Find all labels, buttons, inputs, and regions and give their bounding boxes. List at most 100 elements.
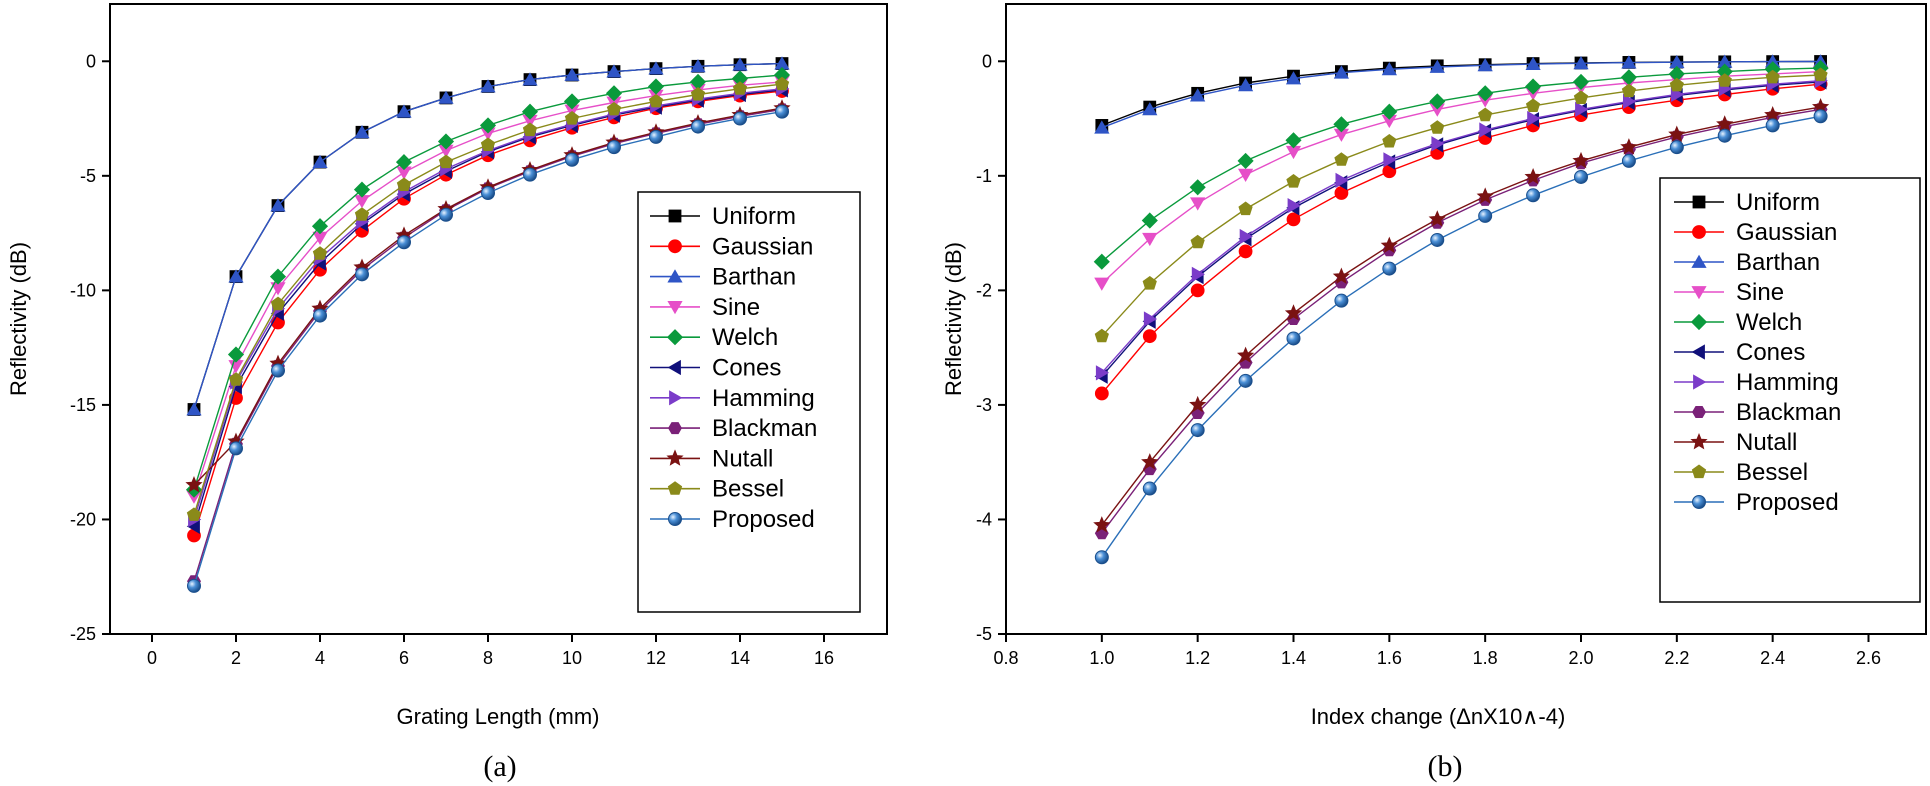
series-line-barthan	[1101, 60, 1821, 129]
x-tick-label: 2	[231, 648, 241, 668]
x-tick-label: 0.8	[993, 648, 1018, 668]
legend-a: Uniform Gaussian Barthan Sine Welch Cones Hamm…	[637, 191, 861, 613]
chart-panel-b: 0.8 1.0 1.2 1.4 1.6 1.8 2.0 2.2 2.4 2.6 -5 -4 -3 -2 -1…	[941, 3, 1927, 783]
data-point-bessel	[1478, 107, 1493, 122]
legend-item-barthan: Barthan	[1674, 249, 1820, 276]
data-point-bessel	[522, 122, 538, 137]
data-point-barthan	[1238, 77, 1254, 92]
data-point-bessel	[1238, 201, 1253, 216]
legend-item-welch: Welch	[1674, 309, 1802, 336]
x-tick-label: 1.2	[1185, 648, 1210, 668]
axis-ticks-a: 0 2 4 6 8 10 12 14 16 -25 -20 -15 -10 -5 0	[70, 51, 834, 668]
x-tick-label: 16	[814, 648, 834, 668]
data-point-bessel	[732, 81, 748, 95]
data-point-welch	[1525, 78, 1542, 95]
data-point-welch	[1429, 93, 1446, 110]
data-point-proposed	[1142, 481, 1157, 496]
data-point-proposed	[1717, 128, 1732, 143]
legend-marker-welch	[1690, 313, 1708, 331]
data-point-hamming	[1335, 172, 1349, 188]
data-point-proposed	[1813, 109, 1828, 124]
y-tick-label: -1	[976, 166, 992, 186]
legend-marker-uniform	[1692, 195, 1706, 209]
y-tick-label: 0	[982, 51, 992, 71]
data-point-barthan	[1094, 120, 1110, 134]
data-point-barthan	[1477, 58, 1493, 72]
legend-item-bessel: Bessel	[1674, 459, 1808, 486]
data-point-proposed	[523, 167, 537, 182]
data-point-nutall	[1237, 346, 1255, 363]
legend-box-b	[1659, 177, 1921, 603]
data-point-hamming	[1623, 93, 1637, 109]
y-tick-label: -25	[70, 624, 96, 644]
data-point-bessel	[1765, 69, 1780, 84]
data-point-barthan	[1142, 102, 1158, 116]
data-point-barthan	[312, 154, 328, 169]
data-point-bessel	[396, 177, 412, 192]
data-point-proposed	[1190, 423, 1205, 438]
data-point-welch	[269, 268, 287, 285]
series-hamming	[1095, 73, 1828, 381]
legend-label: Uniform	[712, 203, 796, 230]
series-line-blackman	[1101, 108, 1821, 534]
legend-label: Cones	[712, 355, 781, 382]
data-point-proposed	[775, 104, 789, 119]
legend-item-proposed: Proposed	[1674, 489, 1839, 516]
data-point-gaussian	[1094, 386, 1109, 401]
data-point-barthan	[522, 72, 538, 86]
x-tick-label: 2.2	[1664, 648, 1689, 668]
data-point-welch	[1572, 73, 1590, 90]
data-point-bessel	[1525, 98, 1541, 112]
data-point-proposed	[1430, 232, 1445, 247]
axis-ticks-b: 0.8 1.0 1.2 1.4 1.6 1.8 2.0 2.2 2.4 2.6 -5 -4 -3 -2 -1…	[976, 51, 1881, 668]
data-point-barthan	[396, 104, 412, 118]
legend-label: Barthan	[712, 264, 796, 291]
legend-b: Uniform Gaussian Barthan Sine Welch Cones Hamm…	[1659, 177, 1921, 603]
x-tick-label: 10	[562, 648, 582, 668]
series-bessel	[1094, 67, 1828, 343]
data-point-barthan	[1621, 55, 1637, 69]
legend-label: Cones	[1736, 339, 1805, 366]
data-point-welch	[521, 103, 539, 120]
data-point-welch	[1141, 212, 1158, 229]
data-point-welch	[605, 85, 623, 102]
x-axis-title-a: Grating Length (mm)	[397, 704, 600, 729]
data-point-gaussian	[1190, 283, 1205, 298]
data-point-bessel	[1573, 90, 1589, 104]
legend-marker-proposed	[1692, 495, 1706, 509]
data-point-bessel	[1334, 152, 1349, 166]
data-point-proposed	[481, 186, 495, 200]
data-point-barthan	[1573, 55, 1589, 70]
data-point-barthan	[648, 61, 664, 75]
data-point-sine	[1094, 277, 1110, 291]
data-point-bessel	[564, 111, 580, 125]
data-point-nutall	[1332, 267, 1350, 284]
data-point-proposed	[1574, 169, 1588, 184]
data-point-proposed	[1669, 140, 1684, 155]
data-point-hamming	[1575, 101, 1589, 117]
data-point-welch	[227, 346, 245, 363]
data-point-proposed	[649, 129, 663, 144]
series-line-cones	[1101, 81, 1821, 377]
data-point-nutall	[1620, 138, 1638, 155]
data-point-barthan	[690, 58, 706, 73]
legend-item-barthan: Barthan	[650, 264, 796, 291]
data-point-proposed	[733, 111, 747, 126]
data-point-welch	[1093, 253, 1110, 270]
legend-marker-proposed	[668, 512, 682, 526]
legend-label: Welch	[1736, 309, 1802, 336]
data-point-welch	[1285, 132, 1302, 149]
plot-frame-b	[1005, 3, 1927, 635]
data-point-proposed	[1286, 331, 1301, 346]
legend-item-cones: Cones	[1674, 339, 1805, 366]
data-point-bessel	[480, 137, 496, 152]
legend-item-proposed: Proposed	[650, 506, 815, 533]
y-tick-label: -5	[976, 624, 992, 644]
data-point-barthan	[564, 67, 580, 81]
x-tick-label: 2.4	[1760, 648, 1785, 668]
y-axis-title-b: Reflectivity (dB)	[941, 242, 966, 396]
data-point-sine	[1142, 232, 1158, 247]
x-tick-label: 6	[399, 648, 409, 668]
legend-item-uniform: Uniform	[1674, 189, 1820, 216]
